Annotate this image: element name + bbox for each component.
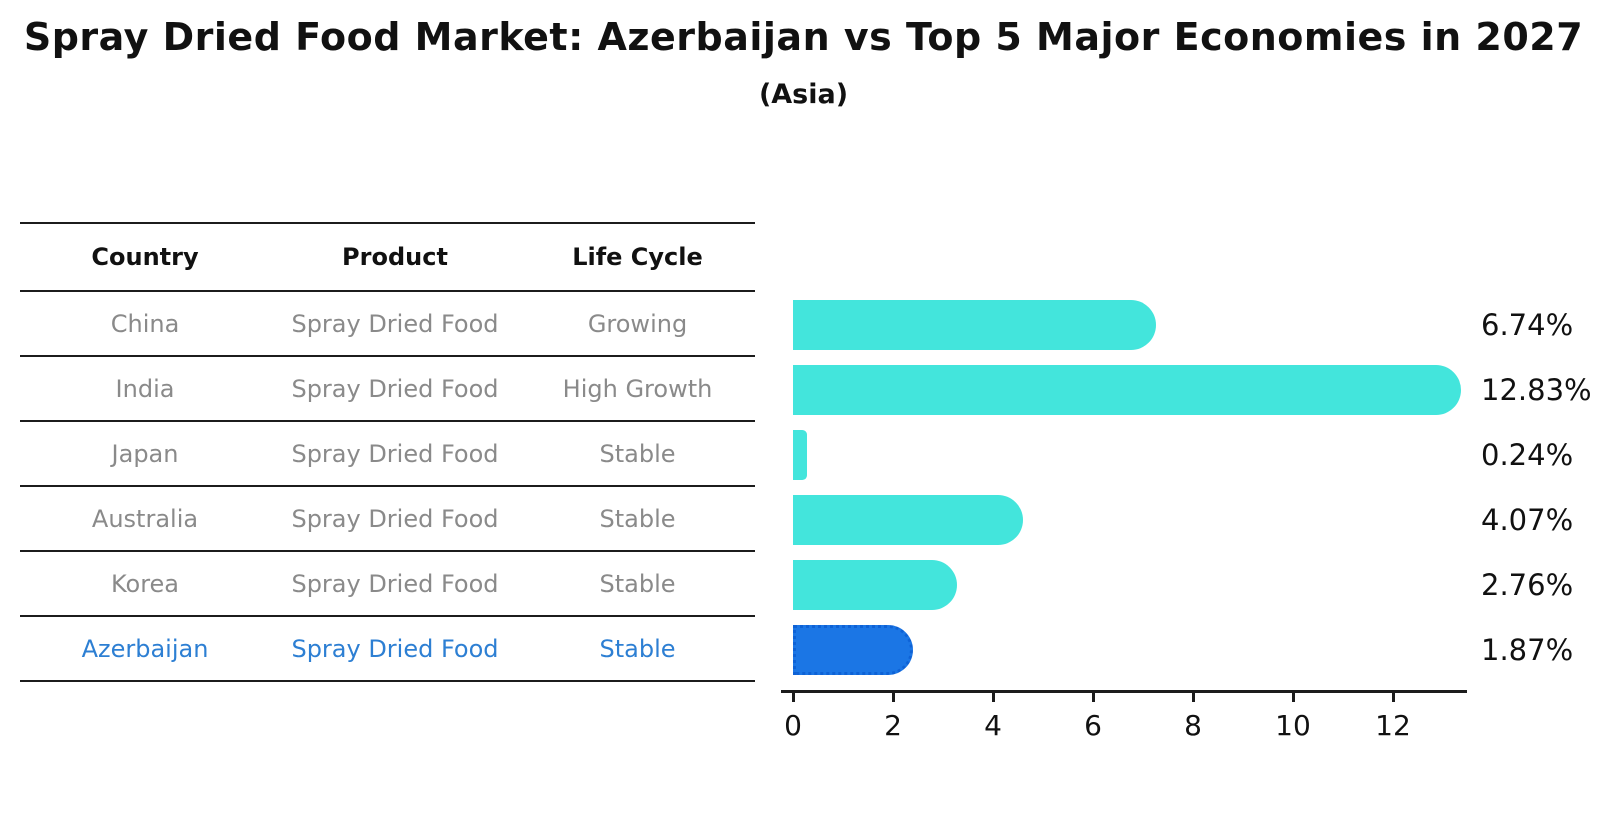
table-header-row: Country Product Life Cycle [20,222,755,292]
lifecycle-cell: Stable [599,634,676,663]
bar-azerbaijan [793,624,913,675]
x-axis-tick [1191,691,1195,702]
value-label-azerbaijan: 1.87% [1481,632,1574,667]
product-cell: Spray Dried Food [291,569,499,598]
bar-india [793,364,1461,415]
x-axis-tick-label: 12 [1375,709,1411,742]
table-row: Japan Spray Dried Food Stable [20,422,755,487]
bar-australia [793,494,1023,545]
table-row: Australia Spray Dried Food Stable [20,487,755,552]
country-cell: China [110,309,180,338]
header-lifecycle: Life Cycle [572,243,703,271]
chart-subtitle: (Asia) [758,79,849,110]
product-cell: Spray Dried Food [291,374,499,403]
lifecycle-cell: Growing [587,309,688,338]
country-cell: Korea [110,569,180,598]
x-axis-line [781,690,1467,693]
value-label-india: 12.83% [1481,372,1592,407]
x-axis-tick-label: 0 [784,709,802,742]
bar-korea [793,559,957,610]
lifecycle-cell: Stable [599,439,676,468]
x-axis-tick-label: 8 [1184,709,1202,742]
product-cell: Spray Dried Food [291,504,499,533]
lifecycle-cell: High Growth [562,374,713,403]
x-axis-tick-label: 2 [884,709,902,742]
value-label-china: 6.74% [1481,307,1574,342]
product-cell: Spray Dried Food [291,634,499,663]
product-cell: Spray Dried Food [291,439,499,468]
bar-japan [793,429,807,480]
country-cell: Azerbaijan [81,634,209,663]
country-table: Country Product Life Cycle China Spray D… [20,222,755,682]
x-axis-tick [991,691,995,702]
value-label-korea: 2.76% [1481,567,1574,602]
chart-title: Spray Dried Food Market: Azerbaijan vs T… [23,15,1584,59]
table-row: Azerbaijan Spray Dried Food Stable [20,617,755,682]
lifecycle-cell: Stable [599,504,676,533]
lifecycle-cell: Stable [599,569,676,598]
x-axis-tick-label: 4 [984,709,1002,742]
country-cell: Australia [91,504,199,533]
x-axis-tick-label: 6 [1084,709,1102,742]
country-cell: Japan [111,439,179,468]
x-axis-tick [891,691,895,702]
x-axis-tick [1091,691,1095,702]
value-label-japan: 0.24% [1481,437,1574,472]
table-row: Korea Spray Dried Food Stable [20,552,755,617]
value-label-australia: 4.07% [1481,502,1574,537]
header-country: Country [91,243,199,271]
header-product: Product [342,243,448,271]
x-axis-tick-label: 10 [1275,709,1311,742]
x-axis-tick [1291,691,1295,702]
country-cell: India [115,374,175,403]
x-axis-tick [1391,691,1395,702]
table-row: China Spray Dried Food Growing [20,292,755,357]
bar-china [793,299,1156,350]
table-body: China Spray Dried Food Growing India Spr… [20,292,755,682]
table-row: India Spray Dried Food High Growth [20,357,755,422]
product-cell: Spray Dried Food [291,309,499,338]
x-axis-tick [791,691,795,702]
